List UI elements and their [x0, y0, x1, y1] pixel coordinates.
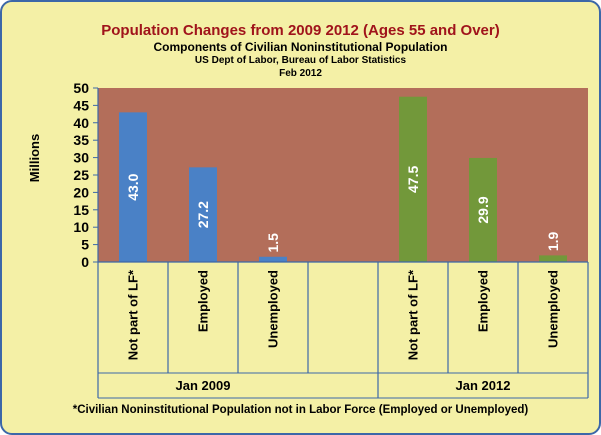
y-tick-label: 30	[73, 150, 89, 166]
y-tick-label: 0	[81, 254, 89, 270]
x-tick-label: Not part of LF*	[406, 269, 421, 360]
y-tick-label: 5	[81, 237, 89, 253]
chart-subtitle: Components of Civilian Noninstitutional …	[153, 40, 448, 54]
bar	[539, 255, 567, 262]
data-label: 1.9	[545, 231, 561, 251]
y-tick-label: 10	[73, 219, 89, 235]
data-label: 43.0	[125, 173, 141, 200]
y-tick-label: 35	[73, 132, 89, 148]
data-label: 1.5	[265, 233, 281, 253]
x-tick-label: Employed	[196, 270, 211, 332]
chart-date: Feb 2012	[279, 68, 322, 79]
data-label: 47.5	[405, 166, 421, 193]
chart-title: Population Changes from 2009 2012 (Ages …	[101, 22, 500, 39]
x-group-label: Jan 2009	[176, 378, 231, 393]
x-tick-label: Employed	[476, 270, 491, 332]
plot-area	[98, 88, 588, 262]
y-tick-label: 20	[73, 184, 89, 200]
x-group-label: Jan 2012	[456, 378, 511, 393]
data-label: 27.2	[195, 201, 211, 228]
footnote: *Civilian Noninstitutional Population no…	[72, 404, 529, 416]
chart-source: US Dept of Labor, Bureau of Labor Statis…	[194, 55, 407, 66]
data-label: 29.9	[475, 196, 491, 223]
y-tick-label: 15	[73, 202, 89, 218]
bar	[119, 112, 147, 262]
y-tick-label: 40	[73, 115, 89, 131]
x-tick-label: Not part of LF*	[126, 269, 141, 360]
y-tick-label: 25	[73, 167, 89, 183]
bar	[189, 167, 217, 262]
x-tick-label: Unemployed	[546, 270, 561, 348]
bar	[399, 96, 427, 262]
x-tick-label: Unemployed	[266, 270, 281, 348]
bar	[259, 256, 287, 262]
y-tick-label: 50	[73, 80, 89, 96]
bar	[469, 157, 497, 262]
y-tick-label: 45	[73, 97, 89, 113]
